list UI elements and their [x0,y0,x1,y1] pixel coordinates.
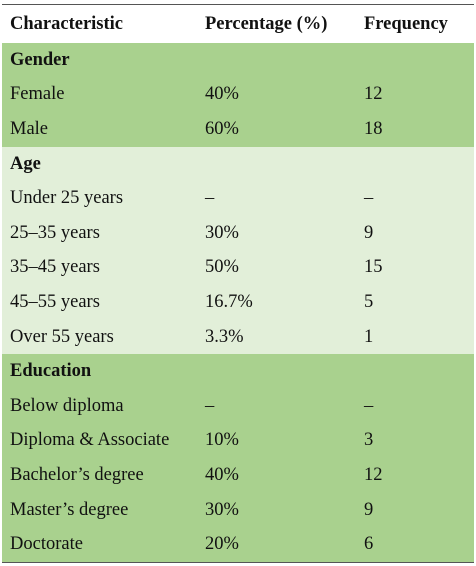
cell: 60% [205,118,239,139]
data-row: Master’s degree 30% 9 [2,492,474,528]
cell: Bachelor’s degree [10,464,144,485]
cell: 5 [364,291,374,312]
cell: 30% [205,222,239,243]
section-row: Gender [2,43,474,78]
table-container: Characteristic Percentage (%) Frequency … [2,4,474,563]
cell: Under 25 years [10,188,124,209]
table-header: Characteristic Percentage (%) Frequency [2,4,474,43]
cell: 40% [205,84,239,105]
cell: Over 55 years [10,326,114,347]
cell: Doctorate [2,527,197,563]
cell: 12 [364,84,383,105]
cell: 20% [197,527,356,563]
cell: – [364,395,374,416]
cell: – [205,188,215,209]
data-row: Under 25 years – – [2,181,474,216]
section-title: Age [10,153,41,174]
cell: 16.7% [205,291,253,312]
cell: 45–55 years [10,291,100,312]
data-row: Bachelor’s degree 40% 12 [2,458,474,493]
data-row: 35–45 years 50% 15 [2,250,474,286]
cell: 15 [364,257,383,278]
cell: 9 [364,222,374,243]
cell: 25–35 years [10,222,100,243]
section-row: Education [2,354,474,389]
data-row: Diploma & Associate 10% 3 [2,423,474,459]
cell: 30% [205,499,239,520]
cell: 3.3% [205,326,244,347]
section-title: Education [10,361,92,382]
cell: 18 [364,118,383,139]
cell: 40% [205,464,239,485]
data-row: Female 40% 12 [2,77,474,113]
cell: 1 [364,326,374,347]
table-section: Age Under 25 years – – 25–35 years 30% 9 35–45 … [2,146,474,355]
cell: Master’s degree [10,499,129,520]
cell: 10% [205,430,239,451]
data-row: Below diploma – – [2,388,474,424]
cell: 9 [364,499,374,520]
data-row: Over 55 years 3.3% 1 [2,319,474,355]
table-section: Education Below diploma – – Diploma & Associ… [2,354,474,563]
cell: Male [10,118,49,139]
cell: Diploma & Associate [10,430,170,451]
header-cell: Characteristic [2,4,197,43]
header-cell: Percentage (%) [197,4,356,43]
data-row: 25–35 years 30% 9 [2,215,474,251]
data-row: 45–55 years 16.7% 5 [2,285,474,320]
cell: 50% [205,257,239,278]
cell: – [364,188,374,209]
table: Characteristic Percentage (%) Frequency … [2,4,474,563]
cell: Female [10,84,65,105]
data-row: Doctorate 20% 6 [2,527,474,563]
cell: 12 [364,464,383,485]
header-row: Characteristic Percentage (%) Frequency [2,4,474,43]
table-section: Gender Female 40% 12 Male 60% 18 [2,43,474,147]
cell: Below diploma [10,395,124,416]
header-cell: Frequency [356,4,474,43]
cell: 6 [356,527,474,563]
cell: 35–45 years [10,257,100,278]
section-row: Age [2,146,474,182]
data-row: Male 60% 18 [2,112,474,147]
cell: 3 [364,430,374,451]
section-title: Gender [10,49,70,70]
cell: – [205,395,215,416]
